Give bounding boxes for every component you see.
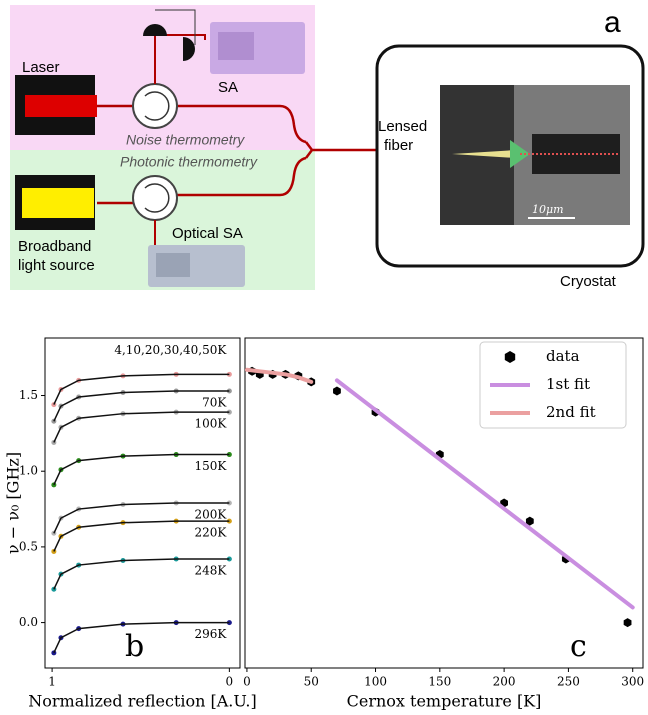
x-tick-label: 0 [226,675,234,689]
series-label: 220K [194,526,227,540]
x-tick-label: 300 [621,675,644,689]
x-tick-label: 0 [243,675,251,689]
photonic-label: Photonic thermometry [120,154,258,170]
fit-curve [53,411,230,443]
data-point [525,516,534,526]
y-tick-label: 0.0 [19,615,38,629]
fit-curve [53,520,230,552]
y-tick-label: 1.0 [19,464,38,478]
legend-label: data [546,347,580,365]
plot-frame [44,337,241,669]
laser-beam [25,95,97,117]
x-tick-label: 250 [557,675,580,689]
circulator-arrow [144,91,170,121]
source-label: light source [18,257,95,274]
y-tick-label: 0.5 [19,539,38,553]
series-label: 70K [202,395,227,409]
x-tick-label: 1 [48,675,56,689]
fit-curve [53,373,230,405]
laser-label: Laser [22,59,60,76]
x-tick-label: 200 [493,675,516,689]
plot-frame [244,337,644,669]
fit-line [334,378,635,610]
fit-curve [53,502,230,534]
series-label: 100K [194,417,227,431]
source-beam [22,188,94,218]
plots: 1 0 0.0 0.5 1.0 1.5 Normalized reflection [A.U… [4,337,644,711]
scale-bar-label: 10μm [532,203,564,216]
schematic: Laser SA Noise thermometry Photonic ther… [10,5,645,290]
y-tick-label: 1.5 [19,388,38,402]
fit-curve [53,558,230,590]
fiber-label: Lensed [378,118,427,135]
cryostat-label: Cryostat [560,273,617,290]
circulator-arrow [144,183,170,213]
detector [183,37,195,61]
series-label: 150K [194,459,227,473]
series-label: 200K [194,508,227,522]
series-label: 296K [194,627,227,641]
fit-line [244,367,314,384]
fit-curve [53,621,230,654]
x-tick-label: 150 [428,675,451,689]
data-point [623,618,632,628]
panel-label: c [570,629,587,664]
sem-fiber [452,150,516,158]
x-tick-label: 50 [304,675,319,689]
panel-label: b [125,629,144,664]
circulator [132,83,178,129]
osa-screen [156,253,190,277]
series-label: 4,10,20,30,40,50K [114,343,227,357]
legend-label: 2nd fit [546,403,596,421]
series-label: 248K [194,564,227,578]
sa-screen [218,32,254,60]
x-axis-label: Normalized reflection [A.U.] [28,692,256,711]
fiber [97,104,307,144]
circulator [132,175,178,221]
osa-label: Optical SA [172,225,243,242]
fiber-label: fiber [384,137,413,154]
legend-marker [504,351,516,363]
wire [155,9,196,45]
source-label: Broadband [18,238,91,255]
panel-label: a [604,6,621,39]
x-axis-label: Cernox temperature [K] [347,692,542,711]
detector [143,24,167,36]
fit-curve [53,453,230,486]
legend-label: 1st fit [546,375,590,393]
noise-label: Noise thermometry [126,132,245,148]
fit-curve [53,390,230,422]
y-axis-label: ν − ν₀ [GHz] [4,452,23,554]
source-label-line: Broadband [18,238,91,255]
legend: data 1st fit 2nd fit [479,341,627,429]
fiber [154,34,206,84]
sa-label: SA [218,79,238,96]
x-tick-label: 100 [364,675,387,689]
legend-box [479,341,627,429]
fiber [97,141,428,205]
source-label-line: light source [18,257,95,274]
data-point [333,386,341,396]
